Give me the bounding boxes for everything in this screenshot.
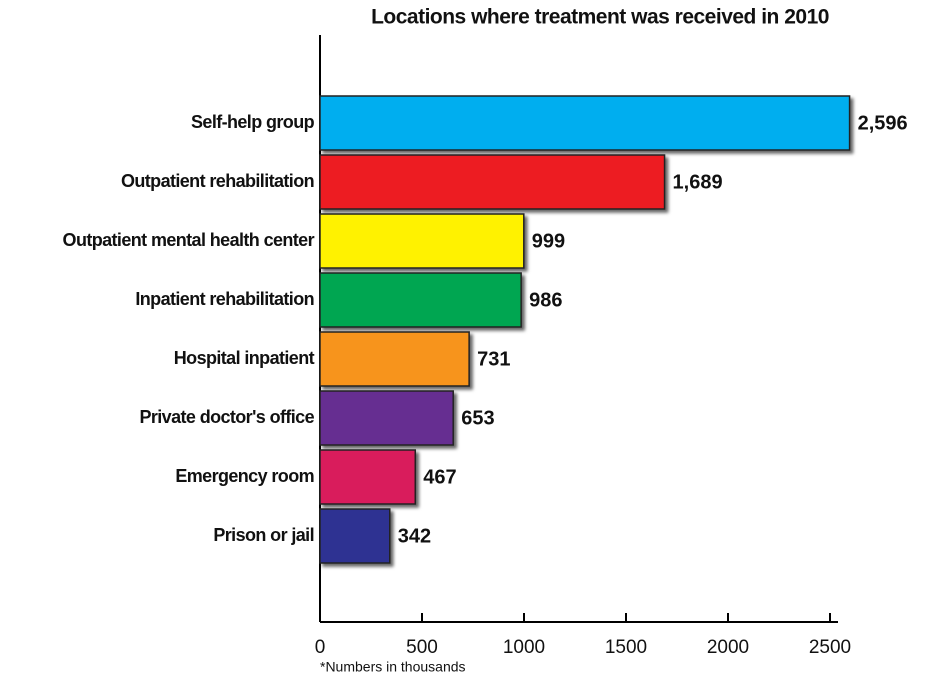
category-label: Outpatient mental health center — [63, 230, 315, 250]
bar — [319, 508, 391, 564]
x-tick-label: 2500 — [809, 637, 851, 658]
category-label: Inpatient rehabilitation — [135, 289, 314, 309]
category-label: Emergency room — [175, 466, 314, 486]
value-label: 653 — [461, 407, 494, 429]
value-label: 467 — [423, 466, 456, 488]
value-label: 2,596 — [858, 112, 908, 134]
value-label: 1,689 — [673, 171, 723, 193]
x-tick-label: 1500 — [605, 637, 647, 658]
x-tick-label: 500 — [406, 637, 438, 658]
category-label: Hospital inpatient — [174, 348, 315, 368]
bar — [319, 95, 851, 151]
bar — [319, 331, 470, 387]
x-tick-label: 1000 — [503, 637, 545, 658]
value-label: 342 — [398, 525, 431, 547]
value-label: 731 — [477, 348, 510, 370]
value-label: 999 — [532, 230, 565, 252]
bar — [319, 272, 522, 328]
category-label: Self-help group — [191, 112, 315, 132]
category-label: Private doctor's office — [139, 407, 314, 427]
x-tick-label: 2000 — [707, 637, 749, 658]
footnote: *Numbers in thousands — [320, 659, 466, 675]
category-label: Outpatient rehabilitation — [121, 171, 314, 191]
value-label: 986 — [529, 289, 562, 311]
bar — [319, 390, 454, 446]
x-tick-label: 0 — [315, 637, 326, 658]
bar — [319, 449, 417, 505]
bar — [319, 213, 525, 269]
bar — [319, 154, 666, 210]
category-label: Prison or jail — [213, 525, 314, 545]
chart-title: Locations where treatment was received i… — [371, 6, 829, 29]
